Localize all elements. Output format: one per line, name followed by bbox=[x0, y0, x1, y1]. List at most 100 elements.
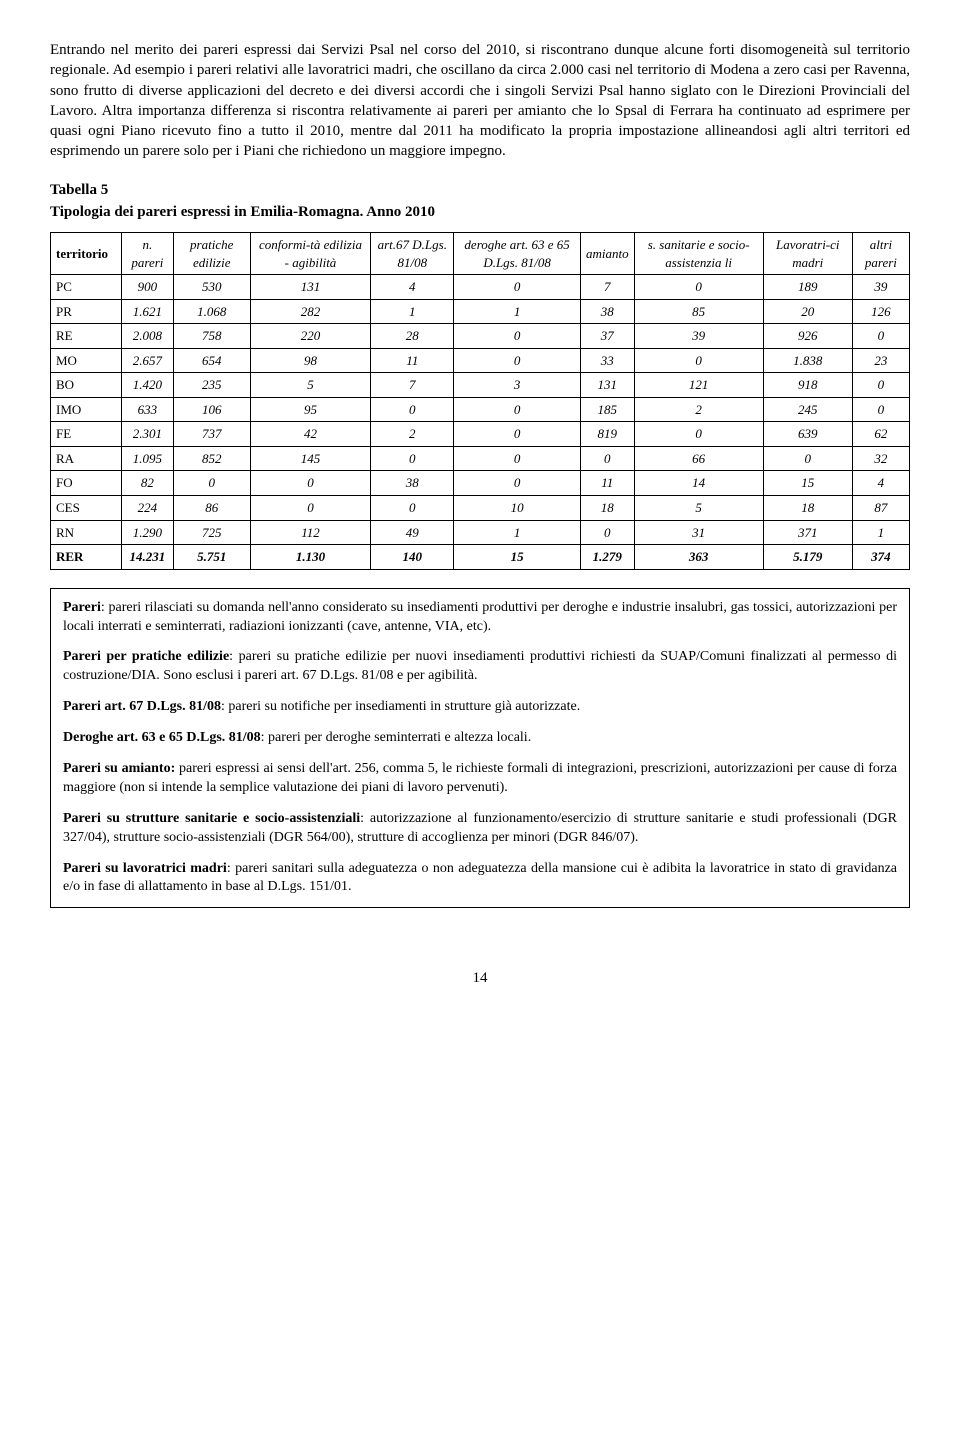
col-pratiche: pratiche edilizie bbox=[173, 233, 250, 275]
table-cell: 15 bbox=[763, 471, 852, 496]
table-cell: 0 bbox=[250, 471, 371, 496]
table-cell: FO bbox=[51, 471, 122, 496]
table-cell: 224 bbox=[122, 496, 174, 521]
table-row: RA1.09585214500066032 bbox=[51, 446, 910, 471]
table-cell: 1 bbox=[852, 520, 909, 545]
table-cell: RER bbox=[51, 545, 122, 570]
table-cell: 0 bbox=[371, 397, 454, 422]
pareri-table: territorio n. pareri pratiche edilizie c… bbox=[50, 232, 910, 570]
table-cell: 2 bbox=[371, 422, 454, 447]
table-cell: 4 bbox=[852, 471, 909, 496]
table-cell: 5 bbox=[250, 373, 371, 398]
table-cell: 758 bbox=[173, 324, 250, 349]
col-deroghe: deroghe art. 63 e 65 D.Lgs. 81/08 bbox=[454, 233, 581, 275]
table-cell: 1 bbox=[454, 299, 581, 324]
table-cell: 0 bbox=[580, 446, 634, 471]
table-cell: PR bbox=[51, 299, 122, 324]
table-cell: 106 bbox=[173, 397, 250, 422]
table-cell: CES bbox=[51, 496, 122, 521]
table-cell: 4 bbox=[371, 275, 454, 300]
table-cell: 66 bbox=[634, 446, 763, 471]
col-lavoratrici: Lavoratri-ci madri bbox=[763, 233, 852, 275]
definitions-box: Pareri: pareri rilasciati su domanda nel… bbox=[50, 588, 910, 909]
table-cell: 3 bbox=[454, 373, 581, 398]
table-cell: 282 bbox=[250, 299, 371, 324]
table-cell: 725 bbox=[173, 520, 250, 545]
table-cell: 371 bbox=[763, 520, 852, 545]
table-cell: 0 bbox=[634, 348, 763, 373]
table-cell: 633 bbox=[122, 397, 174, 422]
def-deroghe: Deroghe art. 63 e 65 D.Lgs. 81/08: parer… bbox=[63, 729, 897, 748]
table-cell: 39 bbox=[634, 324, 763, 349]
table-row: CES2248600101851887 bbox=[51, 496, 910, 521]
table-cell: 0 bbox=[852, 397, 909, 422]
table-cell: 23 bbox=[852, 348, 909, 373]
table-total-row: RER14.2315.7511.130140151.2793635.179374 bbox=[51, 545, 910, 570]
table-cell: 0 bbox=[371, 446, 454, 471]
table-cell: 31 bbox=[634, 520, 763, 545]
def-pareri: Pareri: pareri rilasciati su domanda nel… bbox=[63, 599, 897, 637]
table-cell: 0 bbox=[580, 520, 634, 545]
table-row: MO2.657654981103301.83823 bbox=[51, 348, 910, 373]
table-cell: 819 bbox=[580, 422, 634, 447]
col-sanitarie: s. sanitarie e socio-assistenzia li bbox=[634, 233, 763, 275]
table-cell: PC bbox=[51, 275, 122, 300]
col-altri: altri pareri bbox=[852, 233, 909, 275]
table-cell: 131 bbox=[580, 373, 634, 398]
table-cell: 185 bbox=[580, 397, 634, 422]
table-cell: 82 bbox=[122, 471, 174, 496]
table-cell: 1.838 bbox=[763, 348, 852, 373]
table-cell: 39 bbox=[852, 275, 909, 300]
table-cell: 11 bbox=[580, 471, 634, 496]
table-cell: 28 bbox=[371, 324, 454, 349]
table-cell: 33 bbox=[580, 348, 634, 373]
def-lavoratrici: Pareri su lavoratrici madri: pareri sani… bbox=[63, 860, 897, 898]
table-cell: RE bbox=[51, 324, 122, 349]
page-number: 14 bbox=[50, 968, 910, 988]
table-cell: 0 bbox=[634, 275, 763, 300]
main-paragraph: Entrando nel merito dei pareri espressi … bbox=[50, 40, 910, 162]
table-cell: 98 bbox=[250, 348, 371, 373]
table-cell: 737 bbox=[173, 422, 250, 447]
table-cell: 85 bbox=[634, 299, 763, 324]
table-cell: 38 bbox=[580, 299, 634, 324]
table-cell: 235 bbox=[173, 373, 250, 398]
table-cell: 95 bbox=[250, 397, 371, 422]
table-cell: 145 bbox=[250, 446, 371, 471]
table-cell: 0 bbox=[634, 422, 763, 447]
table-cell: FE bbox=[51, 422, 122, 447]
table-cell: 1.279 bbox=[580, 545, 634, 570]
table-row: PC900530131407018939 bbox=[51, 275, 910, 300]
table-cell: IMO bbox=[51, 397, 122, 422]
table-cell: 42 bbox=[250, 422, 371, 447]
table-cell: 14.231 bbox=[122, 545, 174, 570]
table-cell: 87 bbox=[852, 496, 909, 521]
def-amianto: Pareri su amianto: pareri espressi ai se… bbox=[63, 760, 897, 798]
col-conformita: conformi-tà edilizia - agibilità bbox=[250, 233, 371, 275]
table-cell: 0 bbox=[454, 324, 581, 349]
table-cell: 1.290 bbox=[122, 520, 174, 545]
table-cell: 37 bbox=[580, 324, 634, 349]
table-cell: 918 bbox=[763, 373, 852, 398]
table-row: BO1.4202355731311219180 bbox=[51, 373, 910, 398]
table-cell: 1.420 bbox=[122, 373, 174, 398]
def-art67: Pareri art. 67 D.Lgs. 81/08: pareri su n… bbox=[63, 698, 897, 717]
table-cell: 2.301 bbox=[122, 422, 174, 447]
col-amianto: amianto bbox=[580, 233, 634, 275]
def-pratiche: Pareri per pratiche edilizie: pareri su … bbox=[63, 648, 897, 686]
table-cell: 1.068 bbox=[173, 299, 250, 324]
col-territorio: territorio bbox=[51, 233, 122, 275]
table-row: FE2.3017374220819063962 bbox=[51, 422, 910, 447]
table-cell: 0 bbox=[371, 496, 454, 521]
table-cell: 1.621 bbox=[122, 299, 174, 324]
table-cell: 32 bbox=[852, 446, 909, 471]
table-cell: 18 bbox=[580, 496, 634, 521]
table-cell: 1.130 bbox=[250, 545, 371, 570]
table-cell: MO bbox=[51, 348, 122, 373]
table-cell: 7 bbox=[371, 373, 454, 398]
table-cell: 20 bbox=[763, 299, 852, 324]
table-cell: 11 bbox=[371, 348, 454, 373]
table-cell: 1 bbox=[454, 520, 581, 545]
table-row: RN1.2907251124910313711 bbox=[51, 520, 910, 545]
table-cell: 1.095 bbox=[122, 446, 174, 471]
